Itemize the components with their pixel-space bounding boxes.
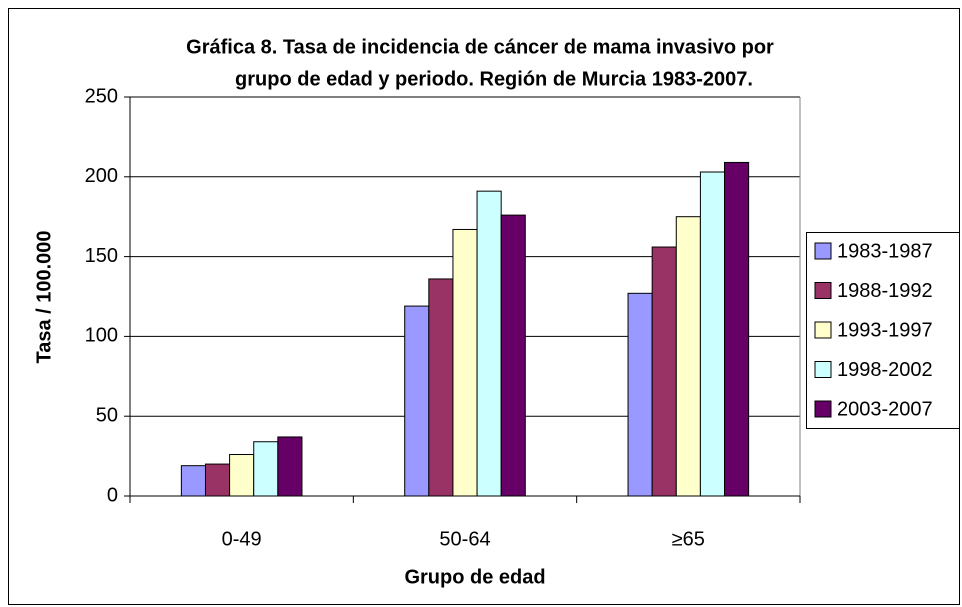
legend-swatch <box>814 400 832 418</box>
legend-swatch <box>814 242 832 260</box>
x-tick-label: 50-64 <box>439 528 490 550</box>
legend-label: 1998-2002 <box>837 359 933 381</box>
y-tick-label: 0 <box>107 484 118 506</box>
y-tick-label: 250 <box>85 85 118 107</box>
bar <box>500 214 526 497</box>
bar <box>253 441 279 497</box>
legend <box>806 232 960 429</box>
legend-swatch <box>814 321 832 339</box>
y-tick-label: 100 <box>85 325 118 347</box>
chart-title: grupo de edad y periodo. Región de Murci… <box>235 68 753 90</box>
chart-title: Gráfica 8. Tasa de incidencia de cáncer … <box>186 36 774 58</box>
bar <box>180 465 206 497</box>
bar <box>724 161 750 497</box>
y-axis-label: Tasa / 100.000 <box>33 230 55 363</box>
bar <box>476 190 502 497</box>
bar <box>627 292 653 497</box>
y-tick-label: 200 <box>85 165 118 187</box>
bar <box>675 216 701 497</box>
bar <box>452 228 478 497</box>
bar <box>404 305 430 497</box>
legend-label: 1988-1992 <box>837 280 933 302</box>
legend-label: 1983-1987 <box>837 240 933 262</box>
legend-label: 1993-1997 <box>837 319 933 341</box>
legend-label: 2003-2007 <box>837 398 933 420</box>
x-axis-label: Grupo de edad <box>404 566 545 588</box>
legend-swatch <box>814 282 832 299</box>
x-tick-label: ≥65 <box>672 528 705 550</box>
y-tick-label: 50 <box>96 404 118 426</box>
x-tick-label: 0-49 <box>222 528 262 550</box>
y-tick-label: 150 <box>85 245 118 267</box>
bar <box>651 246 677 497</box>
legend-swatch <box>814 361 832 378</box>
bar <box>229 454 255 497</box>
bar <box>204 463 231 497</box>
bar <box>428 278 454 497</box>
bar <box>277 436 303 497</box>
bar <box>699 171 726 497</box>
